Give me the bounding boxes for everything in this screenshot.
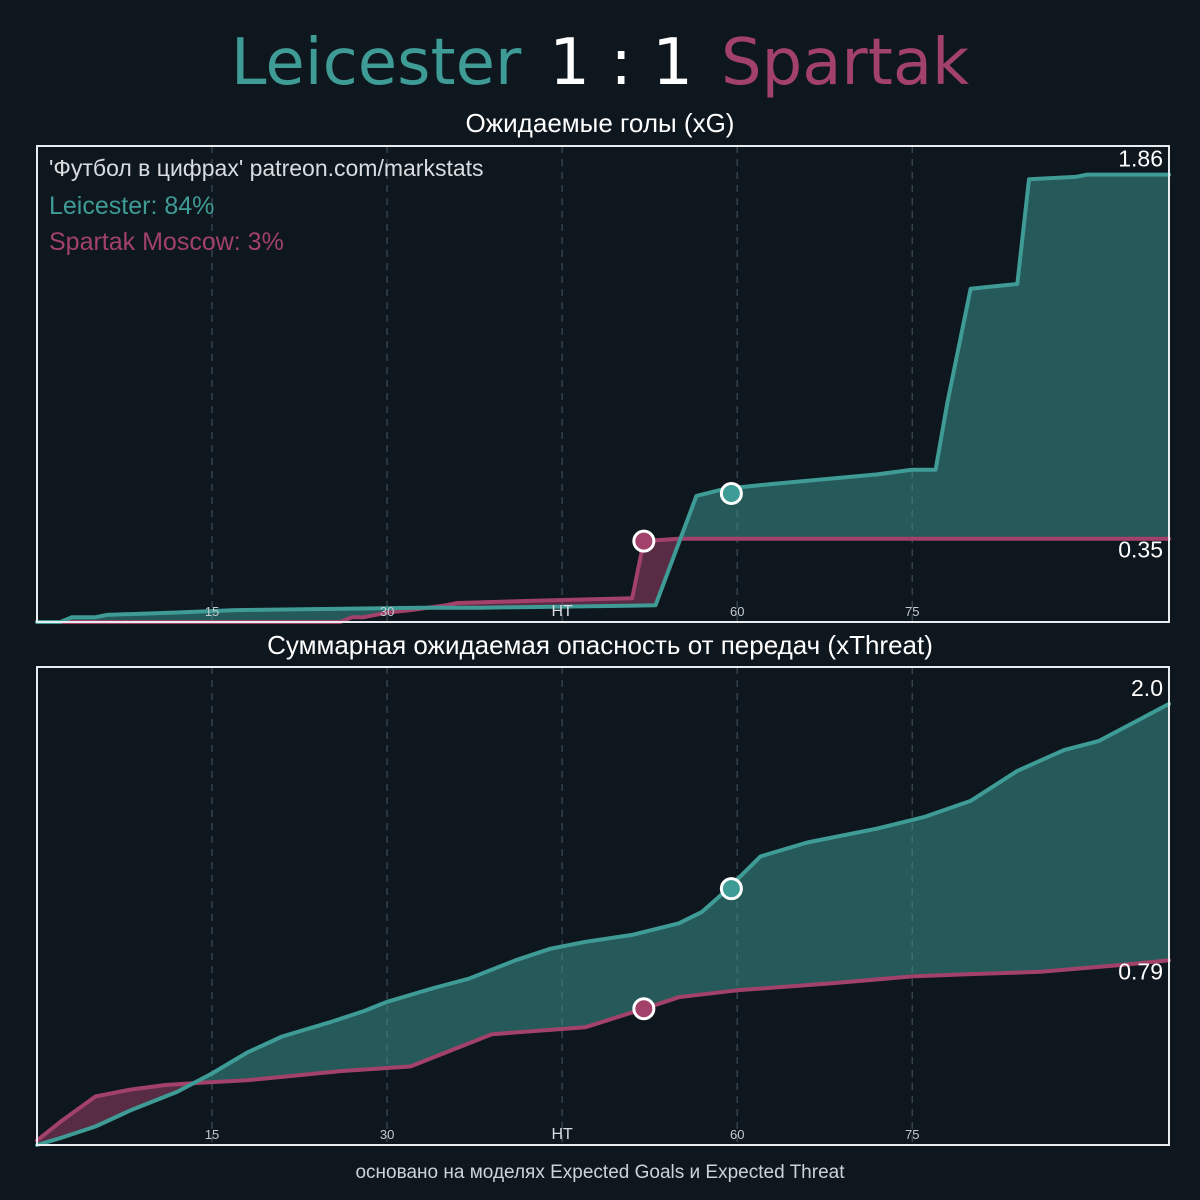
- home-team-name: Leicester: [230, 26, 522, 100]
- x-tick-label: HT: [551, 603, 573, 620]
- away-goal-marker: [632, 529, 656, 553]
- chart-frame: [36, 145, 1170, 623]
- home-end-value: 1.86: [1118, 146, 1163, 172]
- x-tick-label: 60: [730, 1127, 744, 1142]
- x-tick-label: 15: [205, 1127, 219, 1142]
- away-advantage-area: [37, 1083, 193, 1145]
- away-team-name: Spartak: [720, 26, 970, 100]
- x-tick-label: 15: [205, 604, 219, 619]
- away-end-value: 0.35: [1118, 537, 1163, 563]
- home-advantage-area: [196, 703, 1169, 1083]
- chart-frame: [36, 666, 1170, 1146]
- match-score-header: Leicester 1 : 1 Spartak: [0, 18, 1200, 108]
- credit-text: 'Футбол в цифрах' patreon.com/markstats: [49, 155, 484, 181]
- x-tick-label: 75: [905, 604, 919, 619]
- match-score: 1 : 1: [549, 26, 693, 100]
- home-advantage-area: [37, 607, 426, 622]
- home-end-value: 2.0: [1131, 675, 1163, 701]
- legend-away: Spartak Moscow: 3%: [49, 228, 284, 256]
- x-tick-label: HT: [551, 1126, 573, 1143]
- home-series-line: [35, 701, 1171, 1147]
- xg-chart: 15 30 HT 60 75 1.86 0.35 'Футбол в цифрах' patr…: [35, 145, 1171, 624]
- xthreat-chart-title: Суммарная ожидаемая опасность от передач…: [267, 630, 933, 660]
- away-goal-marker: [632, 997, 656, 1021]
- xthreat-chart: 15 30 HT 60 75 2.0 0.79: [35, 666, 1171, 1147]
- x-tick-label: 30: [380, 604, 394, 619]
- xg-chart-title: Ожидаемые голы (xG): [465, 108, 735, 138]
- x-tick-label: 30: [380, 1127, 394, 1142]
- footer-note: основано на моделях Expected Goals и Exp…: [355, 1162, 845, 1183]
- home-goal-marker: [719, 877, 743, 901]
- home-advantage-area: [681, 174, 1169, 539]
- away-series-line: [35, 958, 1171, 1143]
- x-tick-label: 60: [730, 604, 744, 619]
- legend-home: Leicester: 84%: [49, 192, 214, 220]
- away-end-value: 0.79: [1118, 958, 1163, 984]
- x-tick-label: 75: [905, 1127, 919, 1142]
- home-goal-marker: [719, 481, 743, 505]
